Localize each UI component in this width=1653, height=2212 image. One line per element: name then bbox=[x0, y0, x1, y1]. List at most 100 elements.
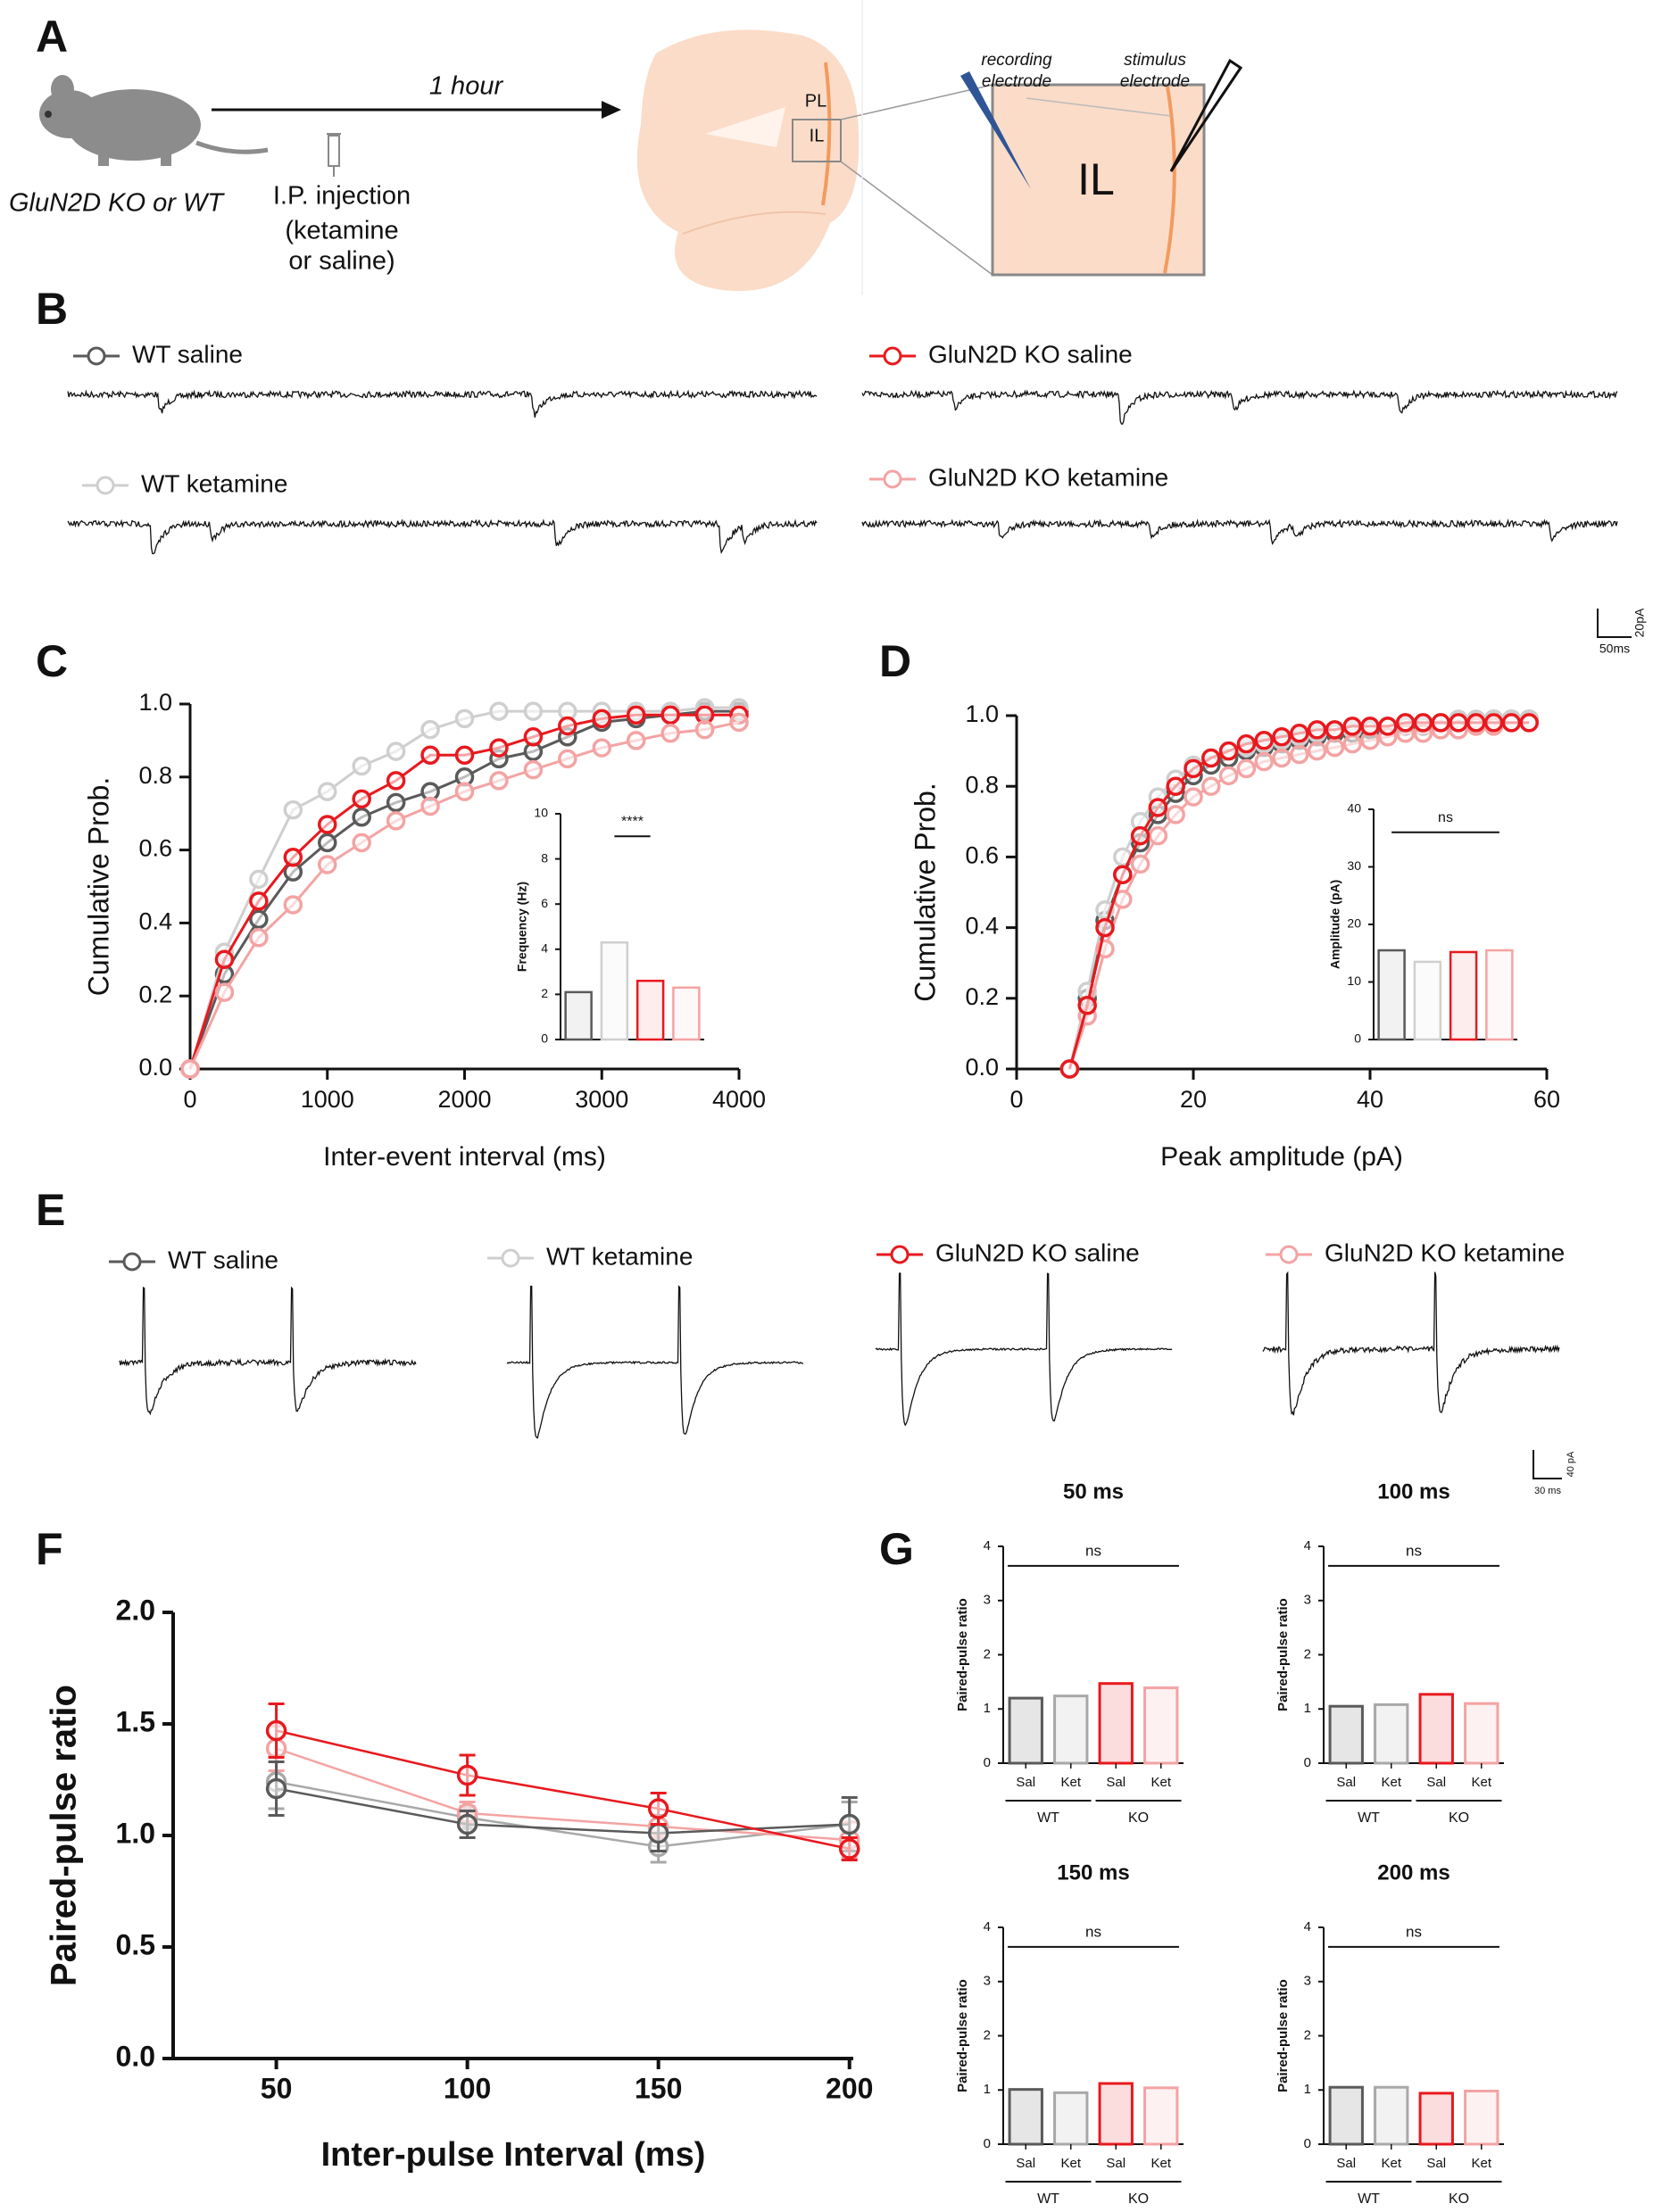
data-point bbox=[660, 705, 680, 725]
group-label: KO bbox=[1449, 2191, 1469, 2207]
legend-label: WT saline bbox=[168, 1246, 278, 1273]
bar bbox=[1464, 1702, 1499, 1765]
chart-title: 50 ms bbox=[1063, 1479, 1124, 1504]
y-tick-label: 0.0 bbox=[965, 1054, 999, 1081]
group-label: WT bbox=[1037, 1810, 1059, 1826]
data-point bbox=[626, 705, 646, 725]
scale-bar bbox=[1533, 1450, 1562, 1479]
x-tick-label: Ket bbox=[1471, 2156, 1491, 2171]
data-point bbox=[1307, 741, 1327, 761]
data-point bbox=[838, 1813, 860, 1835]
data-point bbox=[454, 782, 475, 801]
y-tick-label: 1.0 bbox=[138, 689, 172, 716]
x-tick-label: Ket bbox=[1381, 1775, 1401, 1790]
data-point bbox=[386, 771, 406, 791]
data-point bbox=[489, 771, 509, 791]
x-tick-label: 2000 bbox=[437, 1086, 491, 1113]
data-point bbox=[265, 1777, 287, 1800]
series-line bbox=[276, 1787, 850, 1835]
data-point bbox=[1148, 825, 1168, 846]
data-point bbox=[1272, 748, 1292, 768]
data-point bbox=[592, 738, 611, 758]
injection-label: or saline) bbox=[288, 247, 395, 276]
region-label: PL bbox=[805, 91, 826, 111]
data-point bbox=[249, 891, 269, 911]
data-point bbox=[352, 756, 371, 776]
x-tick-label: 4000 bbox=[712, 1086, 766, 1113]
bar bbox=[1418, 2092, 1454, 2146]
data-point bbox=[1218, 766, 1239, 786]
y-tick-label: 0.5 bbox=[116, 1928, 155, 1960]
x-tick-label: Sal bbox=[1106, 2156, 1126, 2171]
group-label: WT bbox=[1037, 2191, 1059, 2207]
y-tick-label: 4 bbox=[1304, 1538, 1311, 1553]
x-tick-label: Ket bbox=[1381, 2156, 1401, 2171]
scale-label: 50ms bbox=[1599, 642, 1630, 656]
brain-illustration bbox=[636, 0, 1243, 294]
y-tick-label: 1 bbox=[984, 1701, 991, 1716]
traces bbox=[67, 389, 1618, 1439]
legend-label: GluN2D KO ketamine bbox=[928, 463, 1168, 491]
scale-label: 20pA bbox=[1632, 608, 1647, 637]
y-tick-label: 1 bbox=[984, 2082, 991, 2097]
y-tick-label: 0 bbox=[984, 1755, 991, 1770]
bar bbox=[1449, 950, 1478, 1041]
y-axis-label: Paired-pulse ratio bbox=[1275, 1598, 1291, 1711]
y-tick-label: 1 bbox=[1304, 2082, 1311, 2097]
y-tick-label: 2 bbox=[984, 2027, 991, 2042]
y-tick-label: 0.8 bbox=[965, 771, 999, 798]
y-tick-label: 0 bbox=[1304, 1755, 1311, 1770]
data-point bbox=[647, 1798, 669, 1819]
y-tick-label: 0.4 bbox=[965, 913, 999, 940]
trace bbox=[119, 1286, 417, 1416]
x-tick-label: 50 bbox=[261, 2072, 293, 2104]
panel-label: G bbox=[879, 1524, 914, 1574]
y-tick-label: 3 bbox=[1304, 1593, 1311, 1608]
bar bbox=[1413, 960, 1442, 1041]
x-tick-label: 0 bbox=[1009, 1086, 1023, 1113]
x-tick-label: 1000 bbox=[301, 1086, 354, 1113]
data-point bbox=[1184, 758, 1203, 779]
x-tick-label: Ket bbox=[1060, 1775, 1081, 1790]
data-point bbox=[1290, 724, 1309, 743]
y-axis-label: Paired-pulse ratio bbox=[1275, 1979, 1291, 2092]
trace bbox=[67, 389, 818, 418]
y-tick-label: 0 bbox=[541, 1031, 548, 1046]
data-point bbox=[1236, 733, 1257, 754]
data-point bbox=[214, 949, 235, 970]
x-tick-label: Sal bbox=[1016, 1775, 1035, 1790]
chart-title: 150 ms bbox=[1057, 1860, 1129, 1885]
legend-label: GluN2D KO saline bbox=[935, 1239, 1140, 1266]
y-axis-label: Paired-pulse ratio bbox=[955, 1979, 970, 2092]
y-tick-label: 0.0 bbox=[138, 1054, 172, 1081]
data-point bbox=[1130, 854, 1150, 874]
series-line bbox=[276, 1747, 850, 1842]
y-tick-label: 0 bbox=[984, 2136, 991, 2151]
y-tick-label: 3 bbox=[984, 1974, 991, 1989]
y-tick-label: 8 bbox=[541, 850, 548, 865]
bar bbox=[1053, 2091, 1089, 2146]
y-tick-label: 0.4 bbox=[138, 908, 172, 935]
x-tick-label: 150 bbox=[635, 2072, 682, 2104]
bar bbox=[672, 986, 701, 1041]
trace bbox=[67, 518, 818, 555]
group-label: WT bbox=[1358, 1810, 1380, 1826]
y-tick-label: 1.5 bbox=[116, 1705, 155, 1737]
panel-label: E bbox=[36, 1185, 65, 1235]
y-tick-label: 4 bbox=[1304, 1919, 1311, 1934]
data-point bbox=[1130, 825, 1150, 846]
data-point bbox=[647, 1822, 669, 1844]
group-label: KO bbox=[1128, 1810, 1149, 1826]
group-label: KO bbox=[1128, 2191, 1149, 2207]
syringe-icon bbox=[327, 133, 341, 177]
data-point bbox=[1201, 748, 1221, 768]
significance-label: ns bbox=[1085, 1923, 1101, 1940]
data-point bbox=[386, 811, 406, 831]
y-tick-label: 10 bbox=[1347, 973, 1361, 988]
panel-label: D bbox=[879, 636, 911, 686]
legend-label: WT saline bbox=[132, 340, 243, 368]
bar bbox=[1008, 2088, 1043, 2146]
data-point bbox=[1166, 776, 1185, 796]
trace bbox=[861, 518, 1618, 545]
legend-marker bbox=[883, 469, 902, 489]
